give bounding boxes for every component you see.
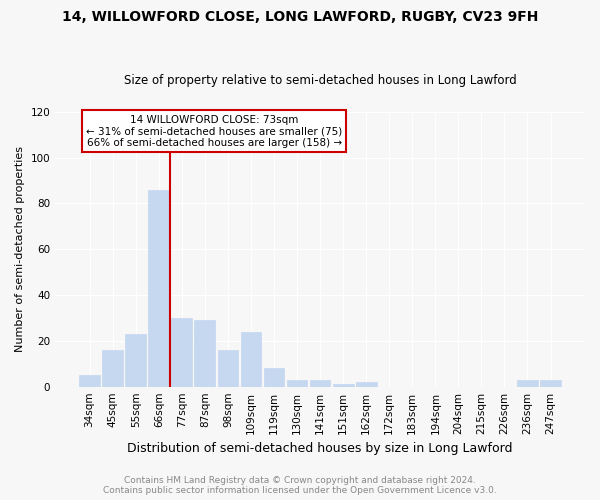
Bar <box>218 350 238 387</box>
Bar <box>79 375 100 386</box>
Bar <box>148 190 169 386</box>
Text: 14 WILLOWFORD CLOSE: 73sqm
← 31% of semi-detached houses are smaller (75)
66% of: 14 WILLOWFORD CLOSE: 73sqm ← 31% of semi… <box>86 114 342 148</box>
Bar <box>263 368 284 386</box>
Bar <box>194 320 215 386</box>
Bar <box>102 350 123 387</box>
X-axis label: Distribution of semi-detached houses by size in Long Lawford: Distribution of semi-detached houses by … <box>127 442 513 455</box>
Bar <box>125 334 146 386</box>
Text: Contains HM Land Registry data © Crown copyright and database right 2024.
Contai: Contains HM Land Registry data © Crown c… <box>103 476 497 495</box>
Bar <box>241 332 262 386</box>
Bar <box>310 380 331 386</box>
Bar <box>172 318 192 386</box>
Bar <box>333 384 353 386</box>
Bar <box>517 380 538 386</box>
Y-axis label: Number of semi-detached properties: Number of semi-detached properties <box>15 146 25 352</box>
Title: Size of property relative to semi-detached houses in Long Lawford: Size of property relative to semi-detach… <box>124 74 517 87</box>
Bar <box>540 380 561 386</box>
Text: 14, WILLOWFORD CLOSE, LONG LAWFORD, RUGBY, CV23 9FH: 14, WILLOWFORD CLOSE, LONG LAWFORD, RUGB… <box>62 10 538 24</box>
Bar <box>356 382 377 386</box>
Bar <box>287 380 307 386</box>
